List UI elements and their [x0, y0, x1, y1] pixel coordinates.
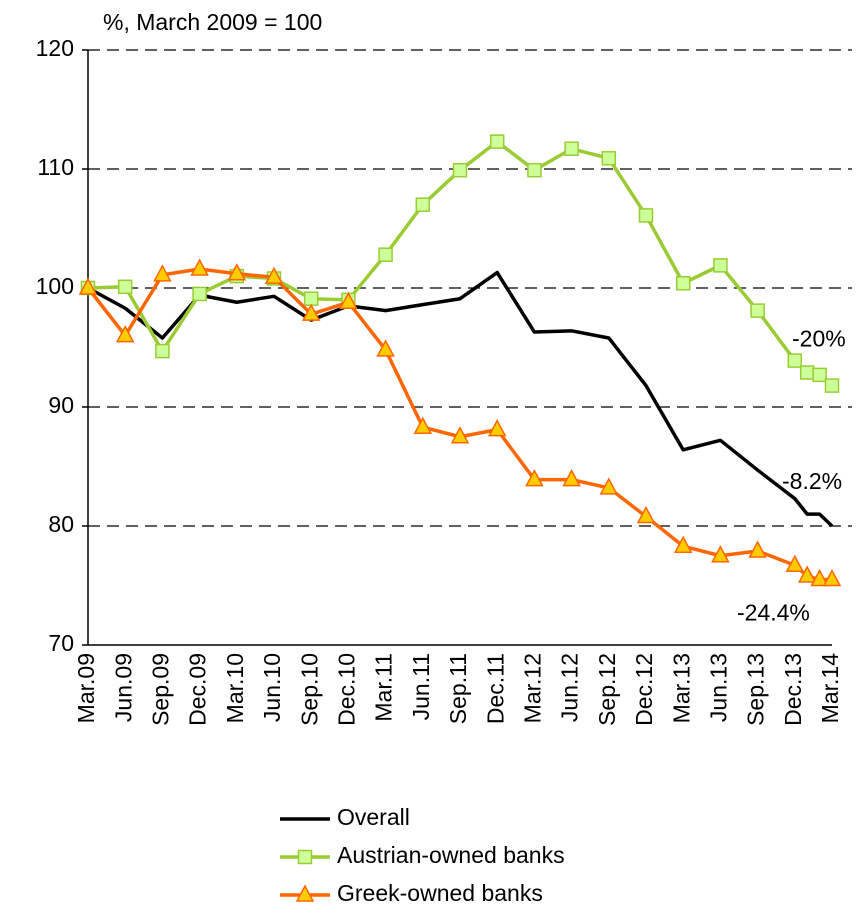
y-axis-label: %, March 2009 = 100 [103, 9, 322, 35]
legend-label: Overall [337, 804, 410, 830]
x-tick-label: Mar.10 [222, 653, 248, 723]
marker [192, 286, 207, 302]
series [87, 270, 834, 528]
x-tick-label: Dec.13 [780, 653, 806, 726]
marker [155, 343, 170, 359]
x-tick-label: Mar.14 [817, 653, 843, 724]
marker [748, 540, 767, 558]
marker [190, 258, 209, 276]
y-tick-label: 100 [36, 273, 74, 299]
annotation: -8.2% [782, 468, 842, 494]
y-tick-label: 80 [48, 511, 74, 537]
marker [797, 565, 817, 583]
x-tick-label: Mar.09 [73, 653, 99, 723]
x-tick-label: Dec.11 [482, 653, 508, 724]
marker [297, 849, 313, 865]
marker [711, 545, 730, 563]
x-tick-label: Sep.12 [594, 653, 620, 726]
annotation: -24.4% [737, 600, 810, 626]
y-tick-label: 70 [48, 630, 74, 656]
marker [527, 162, 542, 178]
marker [812, 367, 827, 383]
marker [413, 416, 433, 434]
marker [376, 339, 395, 357]
marker [78, 277, 98, 295]
series [78, 258, 842, 587]
x-tick-label: Jun.11 [408, 653, 434, 720]
x-tick-label: Dec.09 [185, 653, 211, 726]
marker [264, 266, 284, 285]
legend-label: Austrian-owned banks [337, 842, 565, 868]
marker [295, 884, 315, 902]
x-tick-label: Jun.13 [705, 653, 731, 722]
x-tick-label: Sep.10 [296, 653, 322, 726]
x-tick-label: Sep.09 [147, 653, 173, 726]
y-tick-label: 90 [48, 392, 74, 418]
x-tick-label: Sep.13 [743, 653, 769, 726]
line [87, 270, 834, 528]
x-tick-label: Dec.12 [631, 653, 657, 726]
marker [564, 141, 579, 157]
marker [822, 568, 842, 587]
y-tick-label: 120 [36, 35, 74, 61]
legend-label: Greek-owned banks [337, 880, 543, 906]
marker [675, 275, 691, 291]
marker [599, 477, 619, 495]
marker [673, 535, 693, 553]
marker [824, 378, 840, 393]
marker [117, 279, 133, 295]
marker [489, 134, 505, 149]
marker [638, 208, 654, 223]
x-tick-label: Sep.11 [445, 653, 471, 724]
marker [713, 258, 728, 273]
x-tick-label: Mar.13 [668, 653, 694, 723]
marker [487, 419, 507, 437]
marker [601, 151, 617, 166]
series [80, 134, 840, 393]
marker [787, 353, 803, 368]
marker [153, 264, 172, 282]
marker [227, 263, 247, 281]
marker [785, 554, 805, 573]
x-tick-label: Jun.10 [259, 653, 285, 722]
marker [378, 247, 393, 262]
x-tick-label: Mar.12 [519, 653, 545, 723]
marker [415, 197, 431, 212]
x-tick-label: Jun.09 [110, 653, 136, 722]
marker [636, 505, 656, 524]
y-tick-label: 110 [37, 154, 74, 180]
annotation: -20% [792, 326, 846, 352]
marker [339, 291, 358, 310]
marker [750, 303, 765, 318]
marker [525, 468, 544, 487]
x-tick-label: Jun.12 [557, 653, 583, 722]
marker [799, 365, 815, 380]
line [86, 267, 832, 582]
marker [450, 426, 470, 444]
x-tick-label: Dec.10 [333, 653, 359, 726]
marker [562, 468, 581, 487]
marker [452, 162, 468, 178]
marker [115, 325, 135, 343]
marker [303, 291, 319, 306]
x-tick-label: Mar.11 [371, 653, 397, 722]
marker [301, 303, 321, 321]
marker [810, 568, 829, 587]
